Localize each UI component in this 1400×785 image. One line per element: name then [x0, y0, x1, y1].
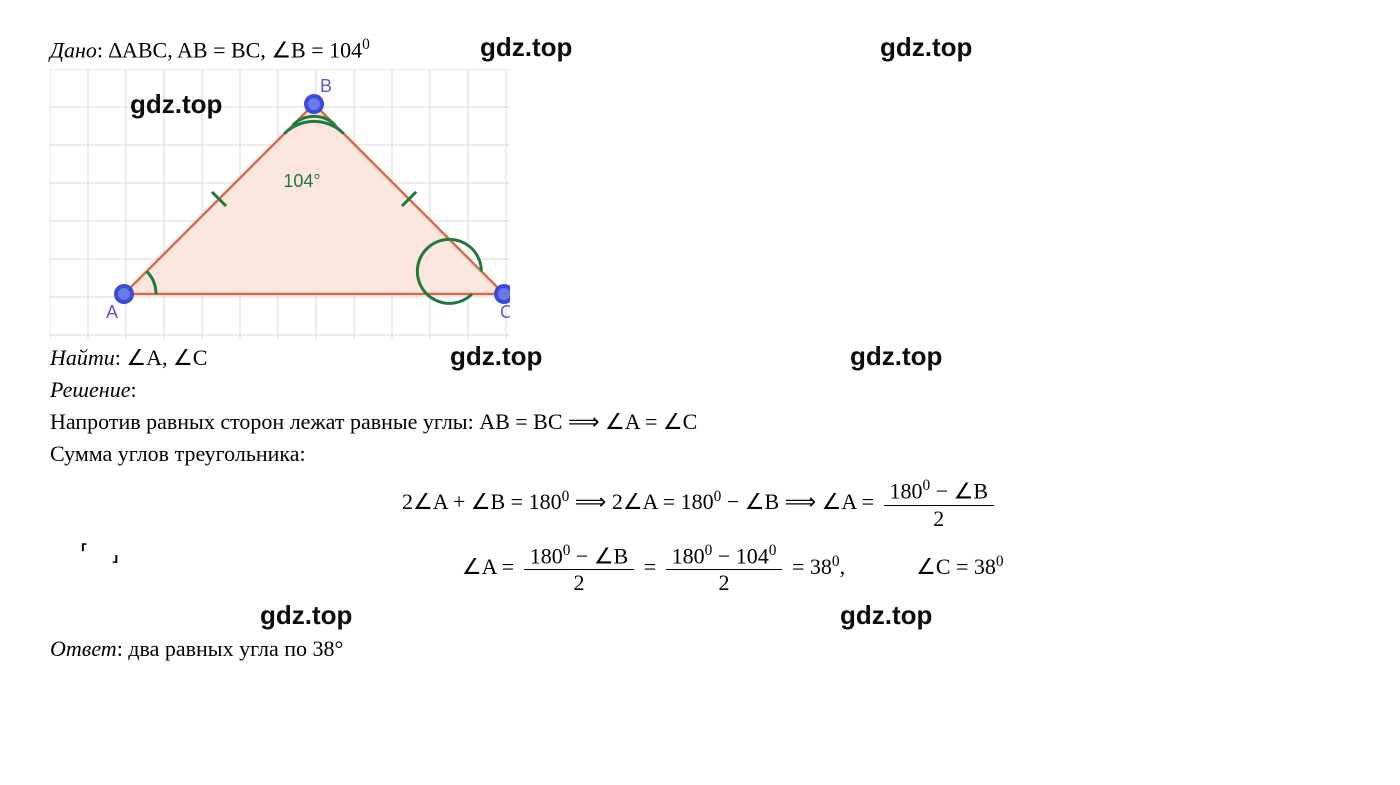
watermark-7: gdz.top — [840, 600, 932, 631]
find-label: Найти — [50, 345, 115, 370]
answer-text: : два равных угла по 38° — [117, 636, 344, 661]
solution-label: Решение — [50, 377, 130, 402]
watermark-5: gdz.top — [850, 341, 942, 372]
stray-mark: ⸢ ⸥ — [80, 540, 119, 565]
solution-line2: Сумма углов треугольника: — [50, 441, 1350, 467]
svg-text:A: A — [106, 302, 118, 322]
answer-label: Ответ — [50, 636, 117, 661]
svg-text:C: C — [500, 302, 510, 322]
svg-text:104°: 104° — [283, 171, 320, 191]
watermark-4: gdz.top — [450, 341, 542, 372]
given-label: Дано — [50, 37, 97, 62]
given-sup: 0 — [362, 36, 370, 53]
triangle-diagram: 104° A B C gdz.top — [50, 69, 1350, 339]
watermark-3: gdz.top — [130, 89, 222, 120]
svg-text:B: B — [320, 76, 332, 96]
watermark-6: gdz.top — [260, 600, 352, 631]
watermark-1: gdz.top — [480, 32, 572, 63]
watermark-2: gdz.top — [880, 32, 972, 63]
equation-1: 2∠A + ∠B = 1800 ⟹ 2∠A = 1800 − ∠B ⟹ ∠A =… — [50, 477, 1350, 531]
solution-line1: Напротив равных сторон лежат равные углы… — [50, 409, 1350, 435]
find-text: : ∠A, ∠C — [115, 345, 208, 370]
given-text: : ∆ABC, AB = BC, ∠B = 104 — [97, 37, 362, 62]
